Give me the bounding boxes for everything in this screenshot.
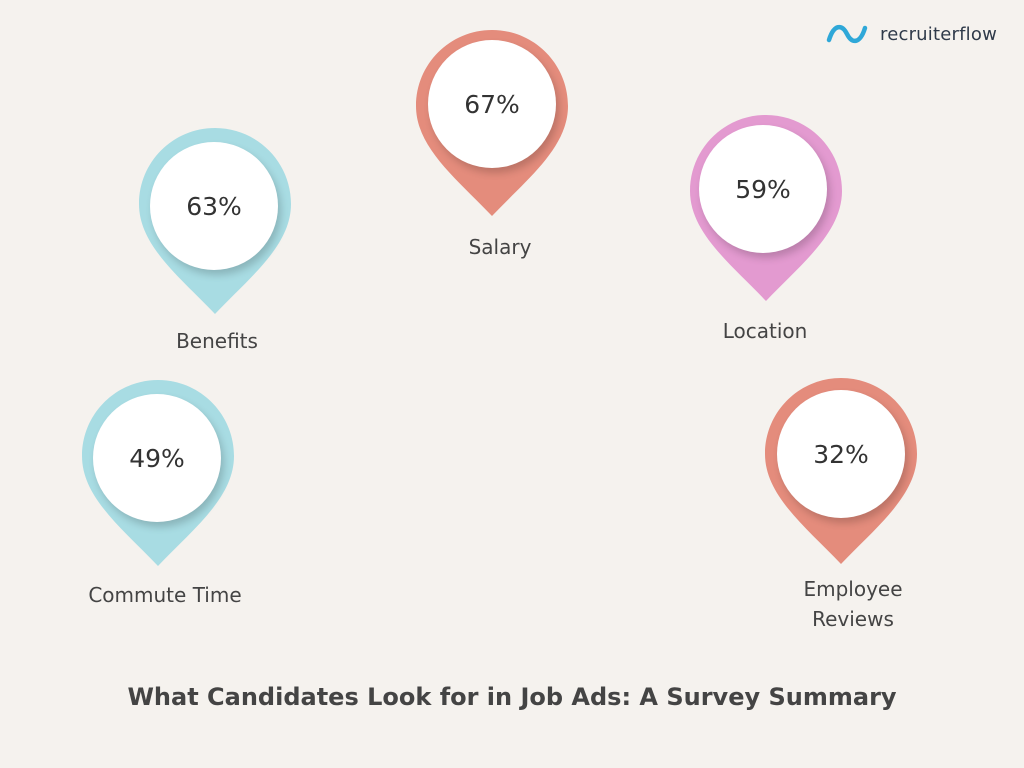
pin-location: 59%: [690, 115, 842, 305]
pin-commute-time: 49%: [82, 380, 234, 570]
page-title: What Candidates Look for in Job Ads: A S…: [127, 683, 897, 711]
brand-name: recruiterflow: [880, 23, 997, 45]
wave-icon: [826, 25, 868, 43]
pin-value: 67%: [428, 40, 556, 168]
pin-value: 63%: [150, 142, 278, 270]
pin-employee-reviews: 32%: [765, 378, 917, 568]
pin-label-location: Location: [722, 319, 808, 343]
pin-value: 49%: [93, 394, 221, 522]
brand-logo: recruiterflow: [826, 20, 997, 48]
pin-label-salary: Salary: [468, 235, 532, 259]
pin-value: 32%: [777, 390, 905, 518]
pin-label-commute-time: Commute Time: [88, 583, 242, 607]
pin-label-benefits: Benefits: [176, 329, 258, 353]
pin-salary: 67%: [416, 30, 568, 220]
pin-label-employee-reviews: Employee Reviews: [803, 577, 903, 631]
pin-value: 59%: [699, 125, 827, 253]
pin-benefits: 63%: [139, 128, 291, 318]
